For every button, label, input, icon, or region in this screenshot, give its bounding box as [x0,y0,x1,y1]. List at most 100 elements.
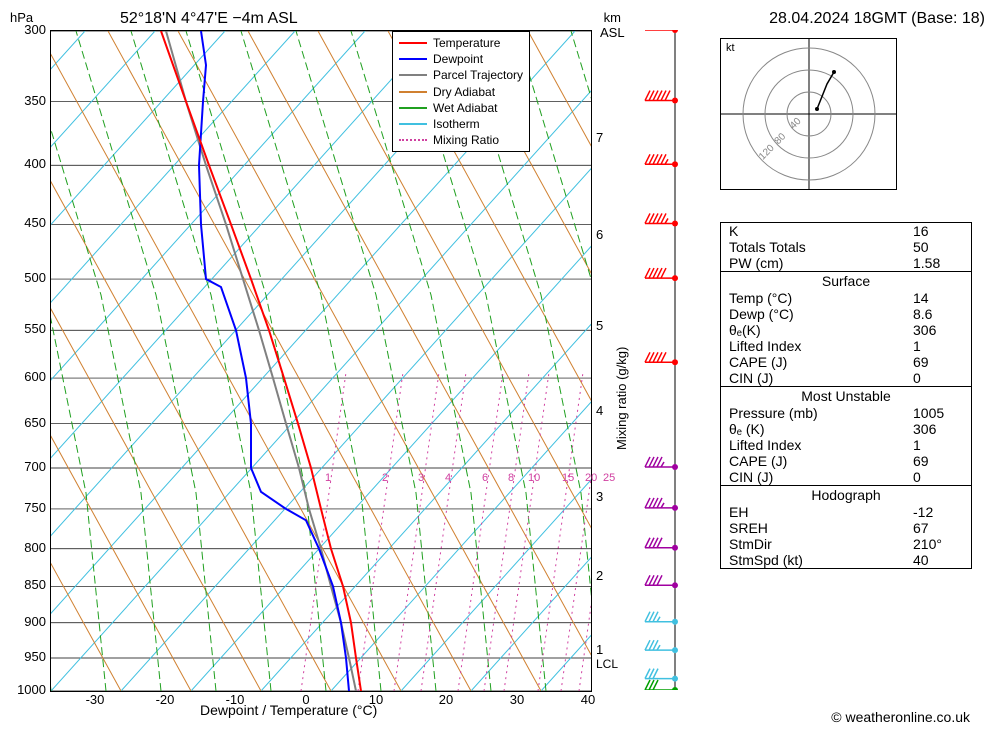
stats-row: EH-12 [721,504,971,520]
copyright: © weatheronline.co.uk [831,709,970,725]
legend-item: Temperature [399,35,523,51]
svg-text:kt: kt [726,42,735,54]
temp-tick: -30 [75,692,115,707]
pressure-tick: 900 [12,614,46,629]
stats-row: CIN (J)0 [721,370,971,386]
pressure-tick: 600 [12,369,46,384]
pressure-tick: 950 [12,649,46,664]
legend-swatch [399,139,427,141]
mixing-ratio-label: 4 [445,472,451,484]
stats-label: Pressure (mb) [729,405,913,421]
stats-label: StmSpd (kt) [729,552,913,568]
pressure-tick: 750 [12,500,46,515]
stats-value: 306 [913,322,963,338]
stats-header: Surface [721,272,971,290]
stats-row: θₑ (K)306 [721,421,971,437]
legend-swatch [399,107,427,109]
svg-text:40: 40 [788,116,804,132]
stats-value: 1 [913,437,963,453]
mixing-ratio-label: 1 [325,472,331,484]
altitude-tick: 4 [596,403,616,418]
stats-value: 0 [913,370,963,386]
stats-label: CIN (J) [729,469,913,485]
legend-label: Isotherm [433,116,480,132]
pressure-tick: 850 [12,577,46,592]
stats-value: 210° [913,536,963,552]
legend-label: Parcel Trajectory [433,67,523,83]
stats-value: 1.58 [913,255,963,271]
stats-section: K16Totals Totals50PW (cm)1.58 [721,223,971,272]
pressure-tick: 650 [12,415,46,430]
temp-tick: 30 [497,692,537,707]
stats-row: Lifted Index1 [721,338,971,354]
altitude-tick: 3 [596,489,616,504]
altitude-tick: 6 [596,227,616,242]
stats-label: K [729,223,913,239]
stats-row: Pressure (mb)1005 [721,405,971,421]
stats-value: 50 [913,239,963,255]
stats-label: Dewp (°C) [729,306,913,322]
stats-value: 69 [913,453,963,469]
stats-row: PW (cm)1.58 [721,255,971,271]
temp-tick: 10 [356,692,396,707]
stats-value: 8.6 [913,306,963,322]
stats-label: SREH [729,520,913,536]
temp-tick: -20 [145,692,185,707]
legend-swatch [399,91,427,93]
chart-title-datetime: 28.04.2024 18GMT (Base: 18) [769,10,985,28]
legend-label: Dry Adiabat [433,84,495,100]
stats-value: 1005 [913,405,963,421]
pressure-tick: 400 [12,156,46,171]
stats-header: Most Unstable [721,387,971,405]
legend-swatch [399,42,427,44]
altitude-tick: 1 [596,642,616,657]
mixing-ratio-label: 25 [603,472,615,484]
stats-value: 1 [913,338,963,354]
mixing-ratio-label: 6 [482,472,488,484]
stats-label: Lifted Index [729,338,913,354]
lcl-marker: LCL [596,657,618,671]
pressure-tick: 450 [12,215,46,230]
stats-row: Totals Totals50 [721,239,971,255]
pressure-tick: 800 [12,540,46,555]
stats-label: θₑ (K) [729,421,913,437]
stats-label: θₑ(K) [729,322,913,338]
legend-label: Mixing Ratio [433,132,499,148]
legend-item: Parcel Trajectory [399,67,523,83]
mixing-ratio-label: 2 [382,472,388,484]
hodograph: 4080120kt [720,38,897,190]
stats-label: CIN (J) [729,370,913,386]
legend-item: Isotherm [399,116,523,132]
altitude-tick: 2 [596,568,616,583]
stats-value: -12 [913,504,963,520]
stats-label: Lifted Index [729,437,913,453]
altitude-tick: 7 [596,130,616,145]
legend-swatch [399,74,427,76]
chart-title-location: 52°18'N 4°47'E −4m ASL [120,10,298,28]
stats-row: SREH67 [721,520,971,536]
stats-row: StmDir210° [721,536,971,552]
stats-label: Temp (°C) [729,290,913,306]
stats-row: Lifted Index1 [721,437,971,453]
stats-row: Temp (°C)14 [721,290,971,306]
stats-value: 0 [913,469,963,485]
pressure-tick: 500 [12,270,46,285]
legend-swatch [399,58,427,60]
stats-value: 306 [913,421,963,437]
legend-item: Wet Adiabat [399,100,523,116]
legend-label: Wet Adiabat [433,100,498,116]
legend-item: Mixing Ratio [399,132,523,148]
mixing-ratio-label: 20 [585,472,597,484]
stats-value: 67 [913,520,963,536]
wind-barb-column [640,30,710,690]
pressure-tick: 700 [12,459,46,474]
mixing-ratio-axis-label: Mixing ratio (g/kg) [614,347,629,450]
y-axis-right-unit: kmASL [600,10,625,40]
temp-tick: 20 [426,692,466,707]
stats-label: StmDir [729,536,913,552]
stats-label: PW (cm) [729,255,913,271]
mixing-ratio-label: 3 [418,472,424,484]
mixing-ratio-label: 15 [562,472,574,484]
stats-panel: K16Totals Totals50PW (cm)1.58SurfaceTemp… [720,222,972,569]
svg-text:120: 120 [757,142,777,162]
